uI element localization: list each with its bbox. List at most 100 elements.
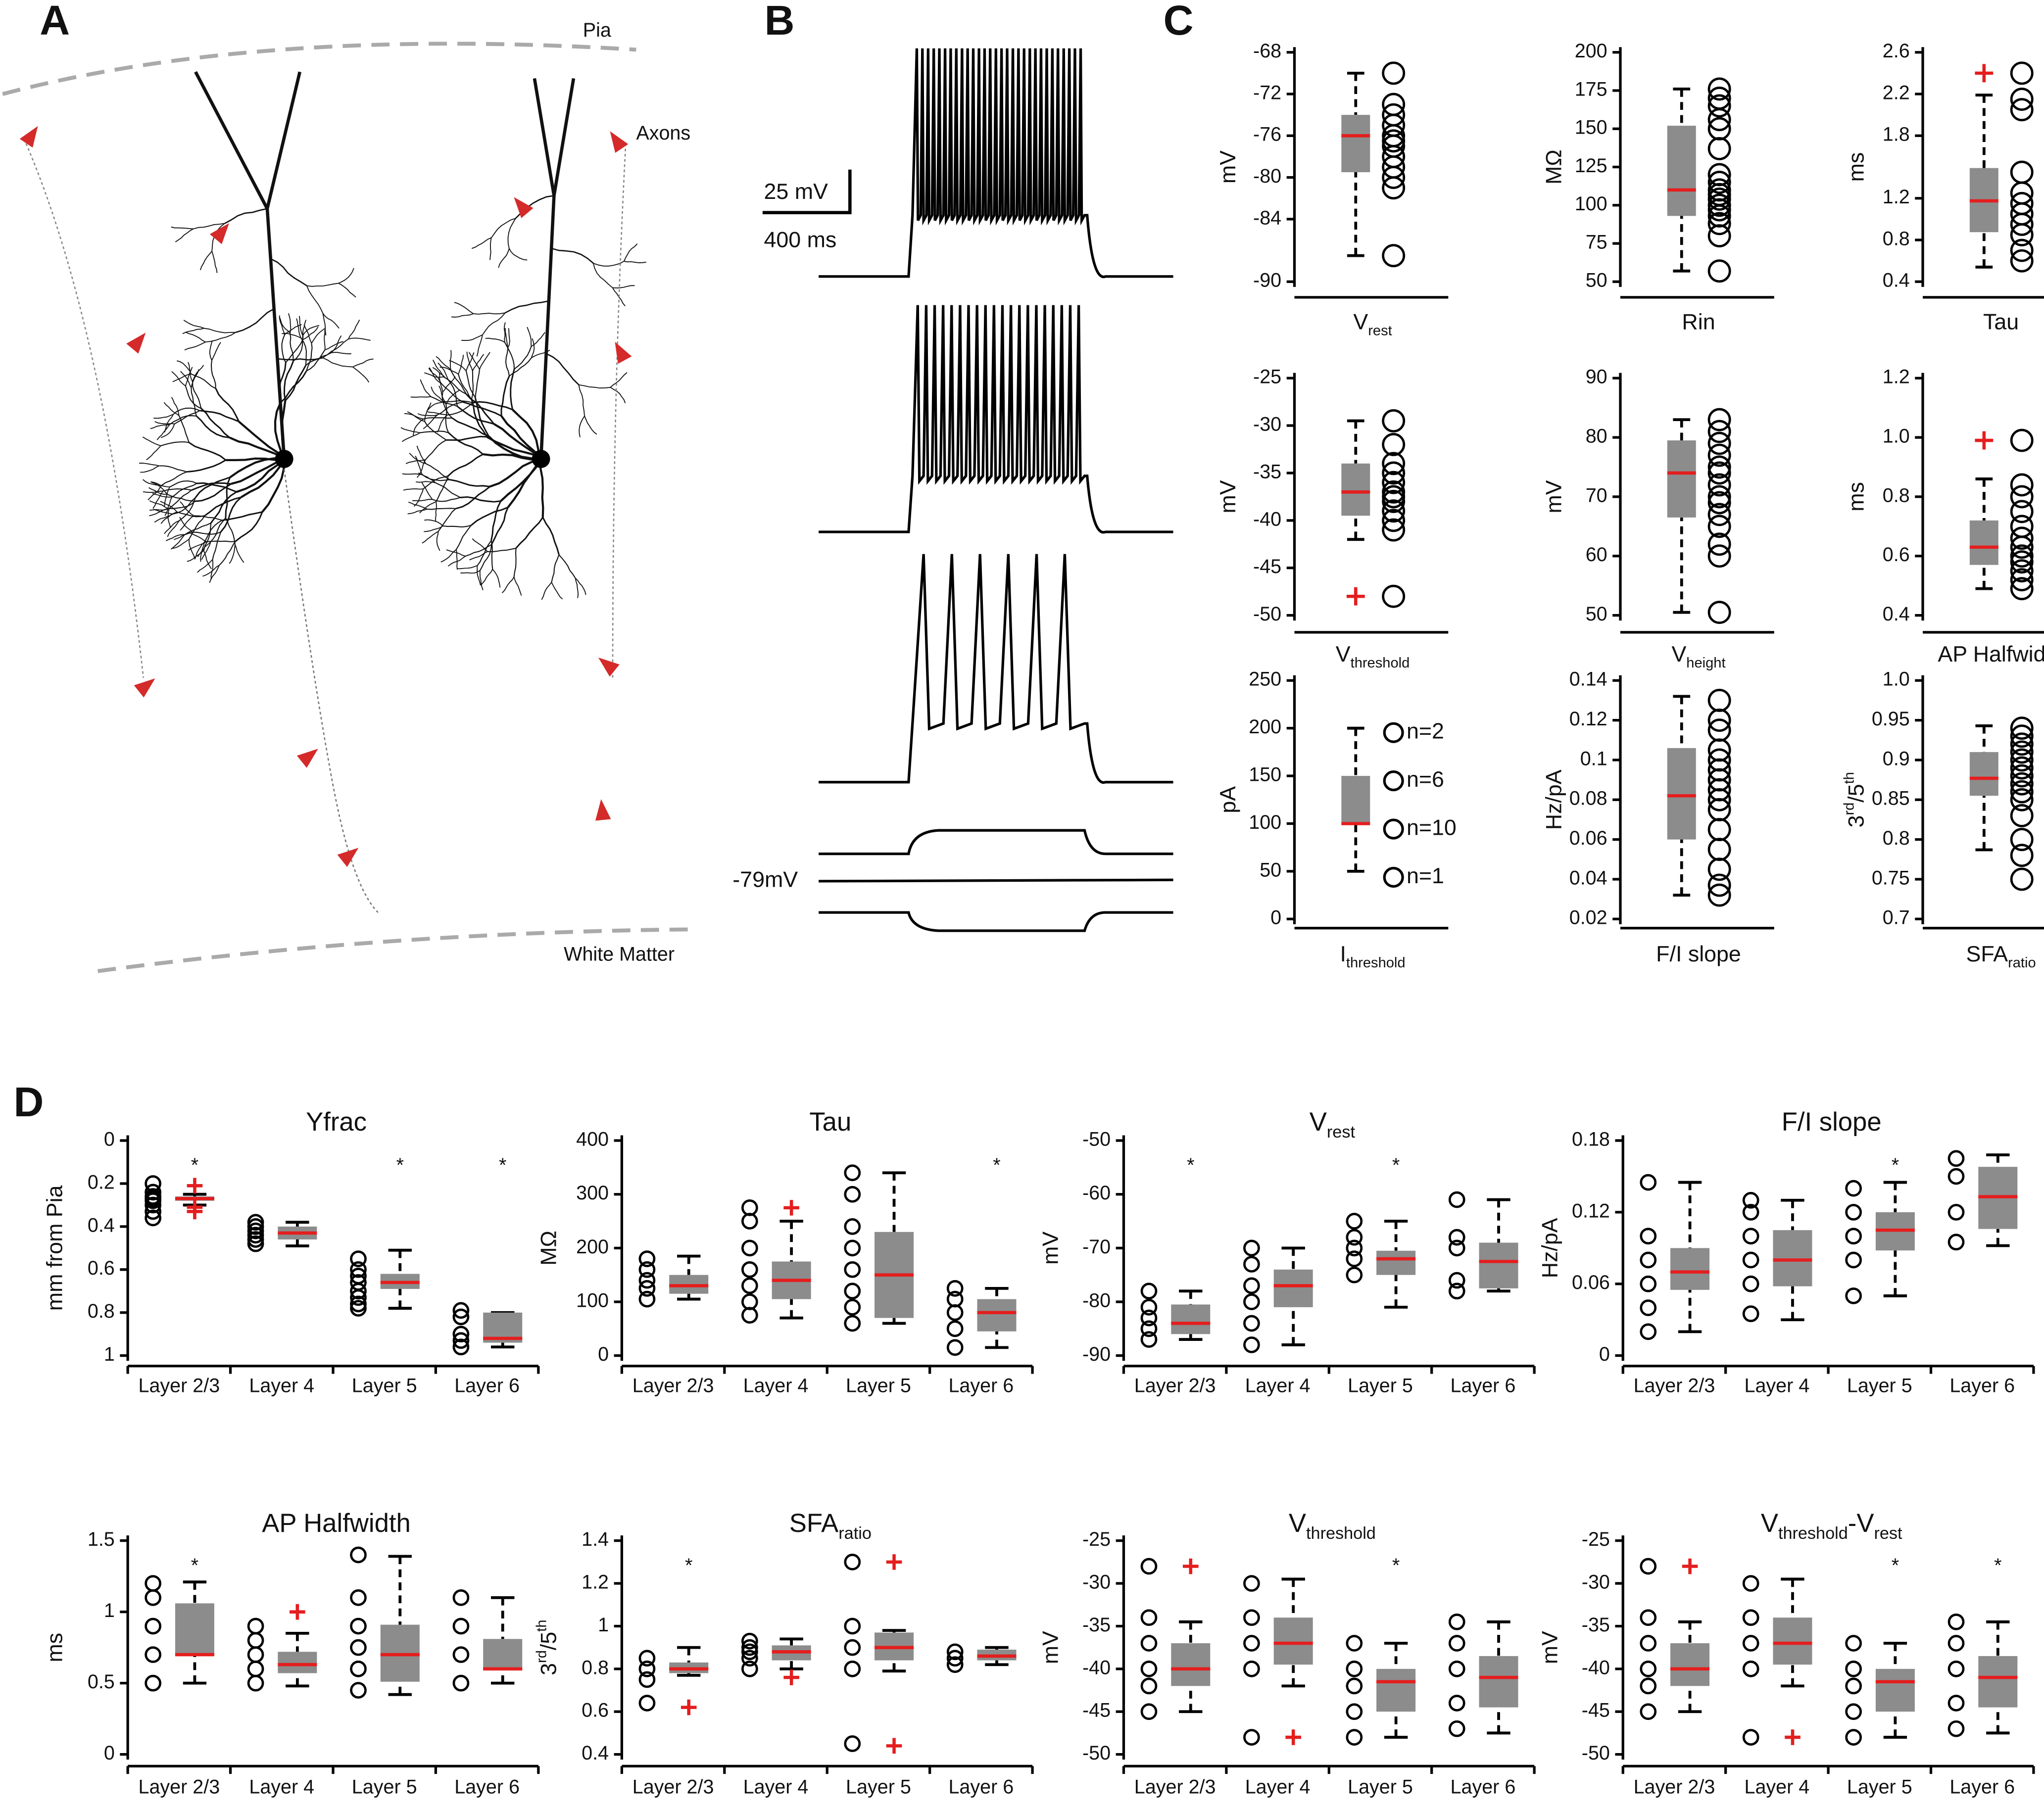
- outlier: [1182, 1558, 1199, 1574]
- dendrite: [185, 332, 206, 343]
- dendrite: [171, 539, 190, 549]
- dendrite: [281, 334, 287, 363]
- box: [1667, 440, 1696, 518]
- data-point: [1382, 490, 1406, 513]
- dendrite: [348, 320, 360, 339]
- significance-mark: *: [1892, 1555, 1899, 1576]
- y-tick-label: 0.5: [88, 1671, 115, 1693]
- data-point: [1346, 1266, 1363, 1284]
- dendrite: [235, 544, 244, 563]
- y-tick-label: 250: [1249, 668, 1281, 690]
- dendrite: [513, 576, 522, 596]
- dendrite: [479, 570, 484, 591]
- dendrite: [472, 354, 485, 371]
- dendrite: [204, 520, 223, 543]
- rest-label: -79mV: [732, 867, 798, 892]
- y-tick-label: 0.04: [1569, 867, 1607, 889]
- data-point: [1140, 1609, 1158, 1626]
- x-tick-label: Layer 6: [1451, 1375, 1516, 1396]
- dendrite: [194, 515, 223, 521]
- y-tick-label: 0: [104, 1742, 115, 1764]
- data-point: [1448, 1695, 1465, 1712]
- dendrite: [489, 458, 541, 488]
- data-point: [1707, 883, 1731, 907]
- dendrite: [500, 415, 542, 460]
- dendrite: [487, 435, 541, 460]
- box: [1273, 1269, 1313, 1307]
- y-tick-label: 90: [1586, 366, 1607, 388]
- dendrite: [469, 352, 480, 370]
- data-point: [247, 1618, 264, 1635]
- data-point: [741, 1199, 758, 1216]
- text-part: V: [1310, 1107, 1327, 1137]
- dendrite: [450, 350, 452, 371]
- dendrite: [473, 312, 505, 315]
- data-point: [1140, 1309, 1158, 1327]
- data-point: [1947, 1150, 1965, 1167]
- data-point: [1382, 409, 1406, 432]
- panel-label: A: [40, 0, 70, 44]
- dendrite: [531, 332, 545, 347]
- dendrite: [450, 370, 467, 395]
- y-tick-label: 150: [1249, 764, 1281, 786]
- text-part: V: [1671, 642, 1686, 666]
- data-point: [2010, 485, 2034, 509]
- dendrite: [546, 353, 580, 385]
- y-tick-label: 0.18: [1572, 1128, 1610, 1150]
- dendrite: [437, 415, 448, 432]
- y-tick-label: 0.06: [1572, 1272, 1610, 1293]
- data-point: [844, 1315, 861, 1332]
- outlier: [783, 1669, 799, 1685]
- data-point: [2010, 559, 2034, 583]
- apical-dendrite: [533, 78, 576, 459]
- data-point: [1382, 461, 1406, 485]
- dendrite: [211, 251, 218, 273]
- text-part: V: [1289, 1509, 1306, 1538]
- dendrite: [501, 576, 515, 593]
- dendrite: [407, 509, 428, 515]
- dendrite: [416, 459, 426, 478]
- data-point: [1845, 1660, 1862, 1677]
- dendrite: [507, 458, 542, 508]
- data-point: [1140, 1635, 1158, 1652]
- data-point: [2010, 772, 2034, 796]
- box: [278, 1652, 317, 1673]
- data-point: [452, 1332, 470, 1349]
- x-tick-label: Layer 4: [743, 1776, 809, 1798]
- data-point: [1243, 1315, 1260, 1332]
- data-point: [2010, 732, 2034, 756]
- voltage-trace: [819, 911, 1173, 932]
- y-tick-label: 0.75: [1872, 867, 1910, 889]
- outlier: [886, 1554, 902, 1570]
- data-point: [1707, 532, 1731, 556]
- outlier: [1346, 587, 1365, 606]
- y-tick-label: -50: [1082, 1128, 1111, 1150]
- y-tick-label: 0.6: [582, 1700, 609, 1721]
- dendrite: [437, 401, 463, 416]
- data-point: [1707, 515, 1731, 538]
- text-part: 3: [536, 1663, 561, 1675]
- dendrite: [423, 417, 452, 420]
- dendrite: [302, 320, 307, 340]
- y-tick-label: -35: [1082, 1614, 1111, 1636]
- data-point: [741, 1660, 758, 1677]
- y-tick-label: 1.2: [1883, 366, 1910, 388]
- dendrite: [475, 369, 481, 398]
- x-tick-label: Layer 2/3: [1134, 1375, 1216, 1396]
- data-point: [1707, 838, 1731, 861]
- data-point: [1707, 544, 1731, 568]
- outlier: [1285, 1729, 1301, 1745]
- x-tick-label: Layer 6: [1949, 1776, 2015, 1798]
- x-tick-label: Layer 4: [249, 1776, 314, 1798]
- data-point: [350, 1660, 367, 1677]
- text-part: SFA: [1966, 942, 2008, 966]
- dendrite: [279, 316, 291, 333]
- y-tick-label: 0.6: [1883, 544, 1910, 566]
- white-matter-label: White Matter: [564, 943, 675, 965]
- data-point: [946, 1304, 964, 1321]
- text-part: V: [1353, 309, 1368, 334]
- data-point: [741, 1293, 758, 1310]
- data-point: [2010, 544, 2034, 568]
- dendrite: [507, 218, 516, 249]
- data-point: [2010, 788, 2034, 811]
